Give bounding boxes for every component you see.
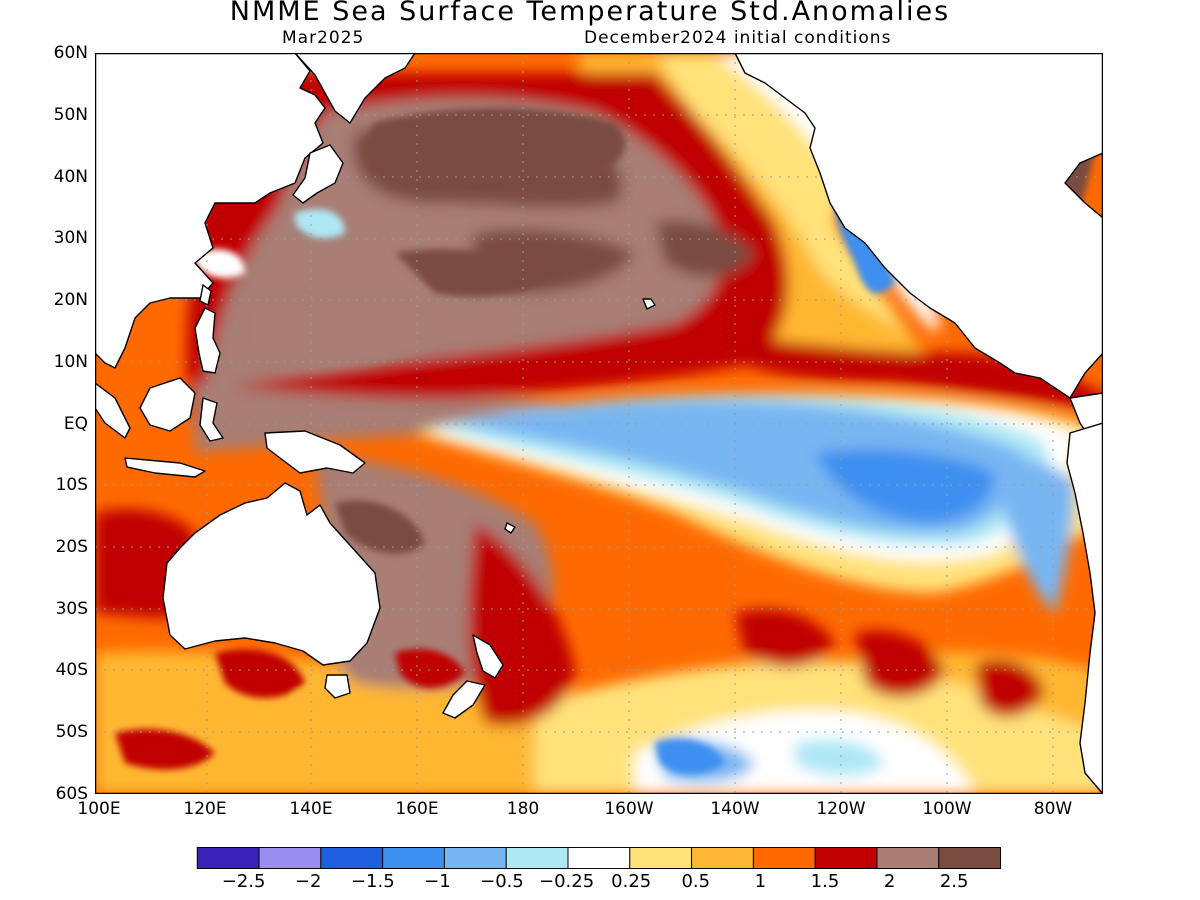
lat-label-60s: 60S: [55, 784, 88, 804]
colorbar-tick-label: 0.25: [611, 871, 652, 892]
asia-landmass: [95, 53, 326, 369]
lon-label-140e: 140E: [289, 799, 333, 819]
colorbar-tick-label: 2.5: [939, 871, 969, 892]
colorbar-tick-label: −0.5: [480, 871, 524, 892]
hawaii-islands: [642, 298, 656, 310]
borneo-island: [139, 377, 196, 432]
map-canvas: [95, 53, 1103, 794]
colorbar-swatch: [814, 847, 878, 869]
colorbar-tick-label: 1.5: [810, 871, 840, 892]
fiji-islands: [504, 522, 516, 534]
north-america-landmass: [734, 53, 1103, 399]
philippines-islands: [194, 307, 221, 374]
lon-label-160e: 160E: [395, 799, 439, 819]
colorbar-swatch: [691, 847, 754, 869]
lat-label-60n: 60N: [53, 43, 88, 63]
lat-label-10n: 10N: [53, 352, 88, 372]
lon-label-180: 180: [506, 799, 540, 819]
australia-landmass: [162, 482, 381, 666]
colorbar-swatch: [876, 847, 940, 869]
lon-label-160w: 160W: [604, 799, 654, 819]
lat-label-30s: 30S: [55, 599, 88, 619]
initial-conditions-label: December2024 initial conditions: [584, 28, 892, 48]
lat-label-30n: 30N: [53, 228, 88, 248]
colorbar: [196, 847, 1002, 869]
new-zealand-north-island: [472, 634, 504, 679]
lat-label-20s: 20S: [55, 537, 88, 557]
colorbar-swatch: [443, 847, 507, 869]
taiwan-island: [199, 284, 212, 306]
colorbar-tick-label: 0.5: [681, 871, 711, 892]
colorbar-tick-label: −1: [424, 871, 451, 892]
kamchatka-landmass: [294, 53, 416, 124]
lat-label-50s: 50S: [55, 722, 88, 742]
colorbar-swatch: [505, 847, 569, 869]
colorbar-tick-label: −1.5: [350, 871, 395, 892]
colorbar-tick-label: −0.25: [539, 871, 595, 892]
colorbar-swatch: [382, 847, 445, 869]
colorbar-swatch: [567, 847, 631, 869]
south-america-landmass: [1066, 422, 1103, 794]
lon-label-140w: 140W: [710, 799, 760, 819]
map-frame: [95, 53, 1103, 794]
target-month-label: Mar2025: [282, 28, 365, 48]
colorbar-swatch: [196, 847, 260, 869]
lat-label-20n: 20N: [53, 290, 88, 310]
lon-label-100w: 100W: [922, 799, 972, 819]
map-title: NMME Sea Surface Temperature Std.Anomali…: [229, 0, 951, 27]
lat-label-10s: 10S: [55, 475, 88, 495]
colorbar-tick-label: −2: [294, 871, 322, 892]
sst-anomaly-map: [95, 53, 1103, 794]
colorbar-swatch: [629, 847, 693, 869]
lon-label-120w: 120W: [816, 799, 866, 819]
new-zealand-south-island: [442, 680, 486, 719]
lat-label-40n: 40N: [53, 167, 88, 187]
lat-label-50n: 50N: [53, 105, 88, 125]
colorbar-tick-label: 2: [883, 871, 896, 892]
lat-label-eq: EQ: [63, 414, 88, 434]
tasmania-island: [324, 674, 351, 699]
sumatra-island: [95, 382, 131, 439]
lon-label-120e: 120E: [183, 799, 227, 819]
java-island: [124, 457, 206, 478]
lat-label-40s: 40S: [55, 660, 88, 680]
colorbar-tick-label: 1: [754, 871, 767, 892]
colorbar-swatch: [752, 847, 816, 869]
colorbar-swatch: [258, 847, 322, 869]
new-guinea-island: [264, 430, 366, 474]
colorbar-tick-label: −2.5: [221, 871, 266, 892]
sulawesi-island: [199, 397, 224, 442]
lon-label-80w: 80W: [1033, 799, 1073, 819]
colorbar-swatch: [320, 847, 384, 869]
colorbar-swatch: [938, 847, 1002, 869]
japan-island: [292, 144, 344, 204]
lon-label-100e: 100E: [77, 799, 121, 819]
landmasses: [95, 53, 1103, 794]
